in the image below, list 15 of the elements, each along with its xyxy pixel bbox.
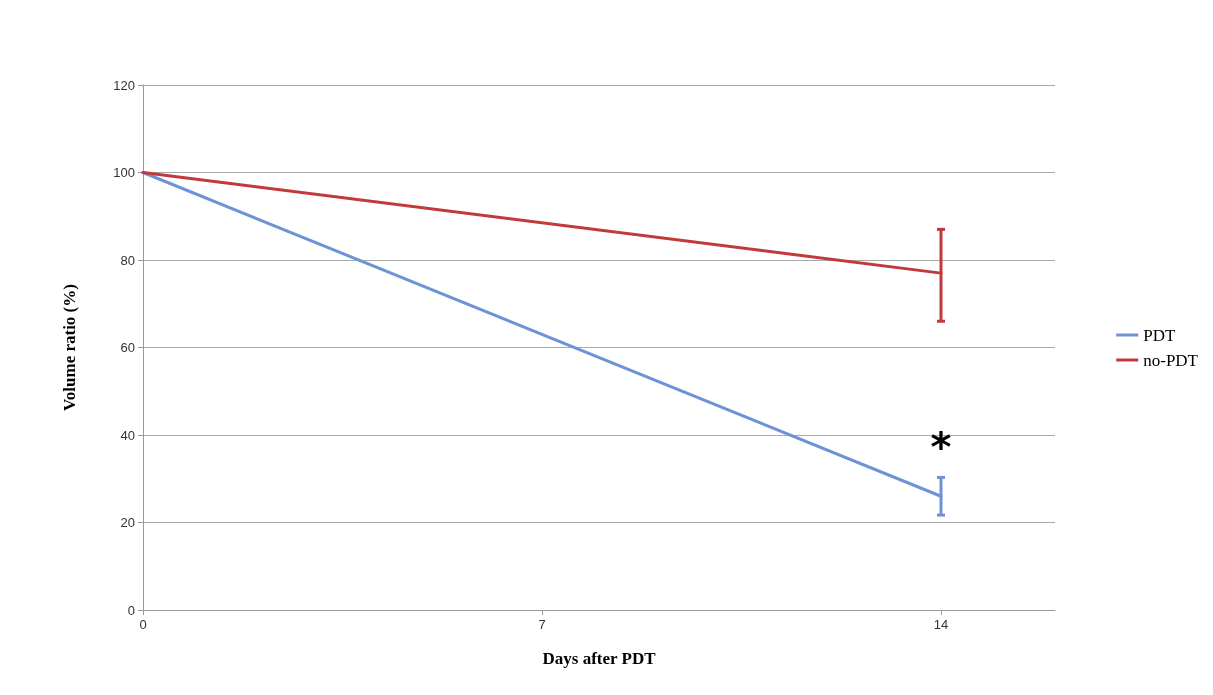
annotation: * — [930, 424, 952, 471]
y-tick-label: 0 — [127, 602, 135, 618]
y-axis-title: Volume ratio (%) — [60, 284, 79, 411]
x-tick-label: 0 — [139, 617, 147, 632]
y-tick-label: 100 — [113, 165, 135, 180]
y-tick-label: 20 — [120, 515, 135, 530]
x-tick-label: 7 — [538, 617, 546, 632]
x-axis-title: Days after PDT — [542, 649, 657, 668]
y-tick-label: 60 — [120, 340, 135, 355]
y-tick-label: 120 — [113, 77, 135, 93]
y-tick-label: 80 — [120, 252, 135, 268]
legend-label: no-PDT — [1143, 350, 1199, 370]
x-tick-label: 14 — [933, 617, 949, 632]
y-tick-label: 40 — [120, 427, 135, 443]
legend-label: PDT — [1143, 325, 1176, 345]
